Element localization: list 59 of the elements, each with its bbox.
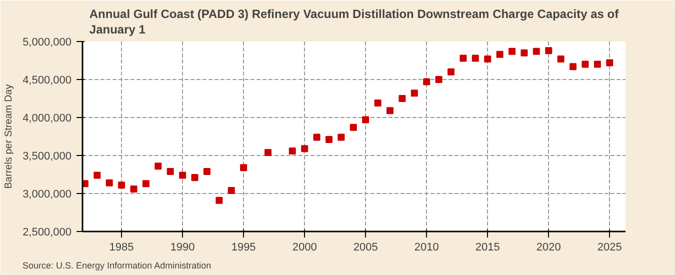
point	[557, 55, 564, 62]
y-tick-label: 2,500,000	[22, 226, 72, 238]
point	[313, 134, 320, 141]
point	[179, 172, 186, 179]
point	[118, 182, 126, 189]
point	[240, 164, 248, 172]
x-tick-label: 1995	[231, 242, 256, 254]
point	[570, 63, 577, 70]
point	[398, 95, 406, 102]
point	[203, 168, 210, 175]
point	[484, 55, 492, 62]
y-tick-label: 4,000,000	[22, 112, 72, 124]
point	[582, 60, 589, 68]
x-tick-label: 2025	[597, 242, 622, 254]
point	[606, 59, 614, 66]
point	[423, 78, 430, 86]
y-tick-label: 4,500,000	[22, 74, 72, 86]
point	[410, 90, 418, 97]
point	[288, 147, 296, 154]
point	[472, 54, 479, 62]
point	[264, 148, 272, 156]
point	[154, 162, 162, 170]
point	[106, 179, 113, 186]
point	[386, 107, 394, 114]
x-tick-label: 2000	[292, 242, 317, 254]
x-tick-label: 2020	[536, 242, 561, 254]
point	[191, 174, 198, 182]
point	[374, 100, 382, 107]
point	[130, 185, 138, 192]
point	[460, 54, 467, 62]
chart-title: Annual Gulf Coast (PADD 3) Refinery Vacuum Distillation Downstream Charge Capacity as of January 1	[89, 7, 620, 36]
point	[301, 145, 308, 152]
point	[496, 50, 504, 58]
point	[435, 76, 442, 83]
point	[94, 172, 101, 179]
x-tick-label: 1990	[170, 242, 195, 254]
x-tick-label: 2010	[414, 242, 439, 254]
point	[532, 48, 540, 55]
point	[362, 116, 370, 124]
point	[545, 47, 552, 54]
source-note: Source: U.S. Energy Information Administration	[22, 260, 212, 270]
point	[520, 49, 528, 56]
point	[216, 196, 223, 204]
x-tick-label: 2005	[353, 242, 378, 254]
point	[350, 124, 357, 131]
y-tick-label: 3,000,000	[22, 188, 72, 200]
point	[594, 60, 601, 68]
point	[228, 186, 235, 194]
y-tick-label: 3,500,000	[22, 150, 72, 162]
point	[338, 134, 345, 141]
y-axis-title: Barrels per Stream Day	[4, 84, 15, 189]
point	[448, 68, 455, 76]
y-tick-label: 5,000,000	[22, 36, 72, 48]
x-tick-label: 2015	[475, 242, 500, 254]
x-tick-label: 1985	[109, 242, 134, 254]
point	[166, 168, 174, 175]
point	[508, 48, 516, 55]
point	[142, 180, 150, 188]
point	[325, 136, 332, 144]
